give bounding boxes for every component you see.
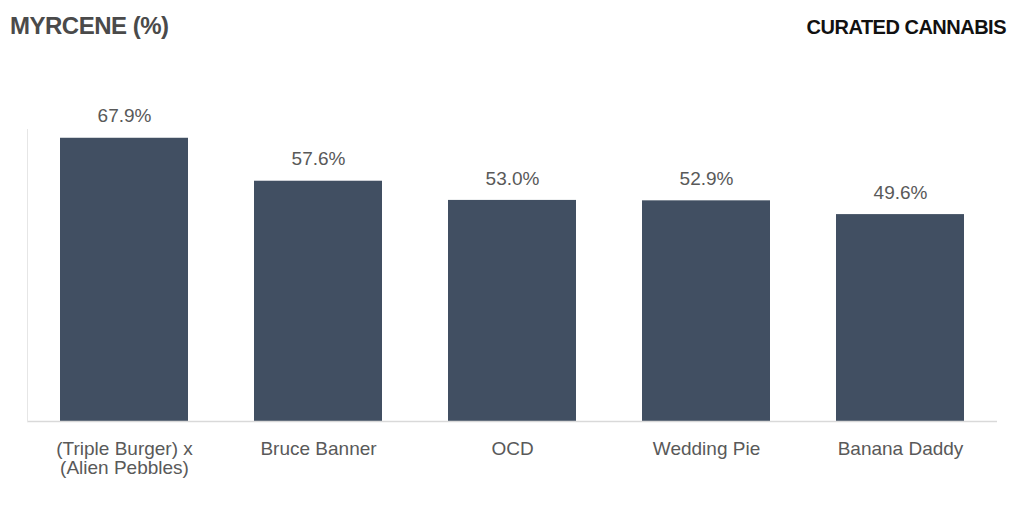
svg-text:67.9%: 67.9% [98,105,152,126]
svg-text:(Triple Burger) x(Alien Pebble: (Triple Burger) x(Alien Pebbles) [56,438,193,478]
html-text:MYRCENE (%): MYRCENE (%) [10,12,169,39]
svg-text:Wedding Pie: Wedding Pie [653,438,760,459]
svg-text:52.9%: 52.9% [680,168,734,189]
svg-text:Bruce Banner: Bruce Banner [260,438,377,459]
svg-text:57.6%: 57.6% [292,148,346,169]
html-text:CURATED CANNABIS: CURATED CANNABIS [806,16,1006,38]
svg-text:49.6%: 49.6% [874,182,928,203]
svg-text:Banana Daddy: Banana Daddy [838,438,964,459]
svg-text:53.0%: 53.0% [486,167,540,188]
svg-text:OCD: OCD [491,438,533,459]
